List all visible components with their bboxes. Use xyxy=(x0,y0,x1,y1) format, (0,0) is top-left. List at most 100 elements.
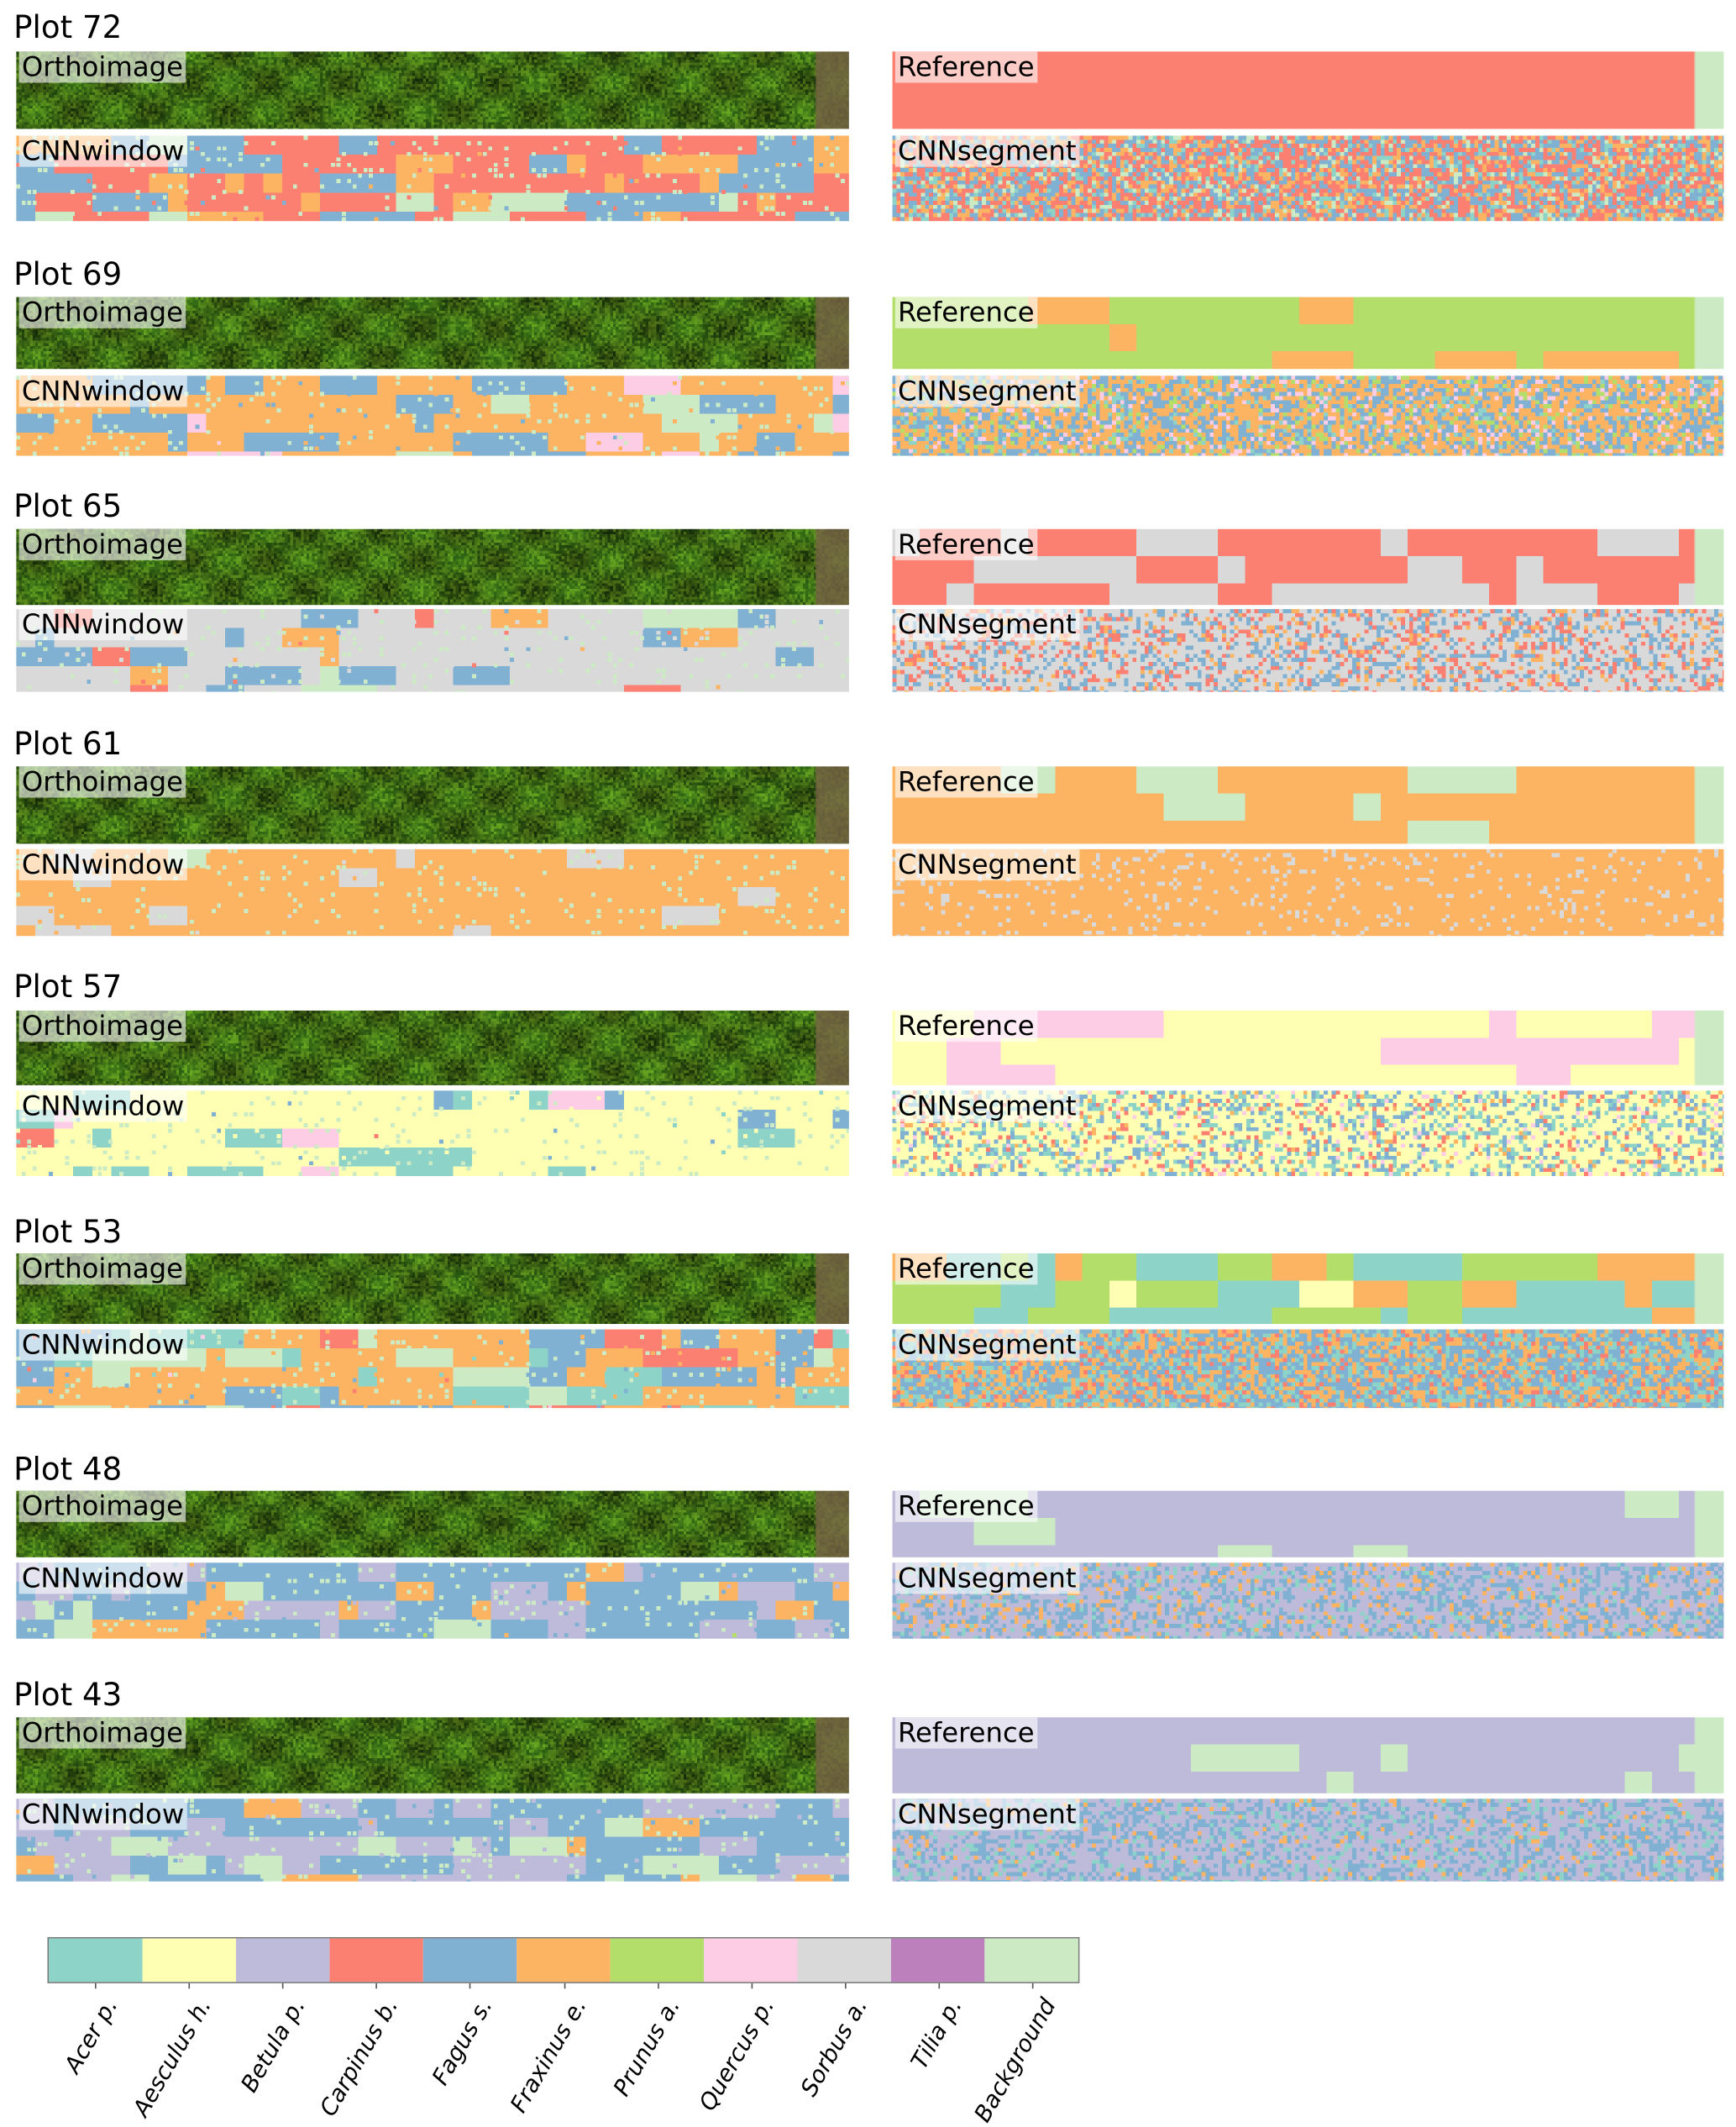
plot-title: Plot 53 xyxy=(13,1215,123,1251)
panel-label: Reference xyxy=(894,51,1037,83)
legend-swatch-acer-p xyxy=(49,1938,143,1983)
legend-label: Tilia p. xyxy=(905,1993,968,2075)
legend-label: Fagus s. xyxy=(427,1993,499,2091)
legend-tick xyxy=(845,1983,847,1989)
panel-label: Orthoimage xyxy=(18,297,186,328)
legend-swatch-quercus-p xyxy=(704,1938,798,1983)
orthoimage-panel: Orthoimage xyxy=(16,1717,849,1794)
cnnwindow-map-panel: CNNwindow xyxy=(16,376,849,456)
panel-label: Orthoimage xyxy=(18,528,186,560)
legend-tick xyxy=(188,1983,190,1989)
reference-map-panel: Reference xyxy=(892,1717,1724,1794)
cnnwindow-map-panel: CNNwindow xyxy=(16,848,849,937)
orthoimage-panel: Orthoimage xyxy=(16,528,849,606)
legend-tick xyxy=(563,1983,565,1989)
reference-map-panel: Reference xyxy=(892,1253,1724,1325)
legend-label: Prunus a. xyxy=(608,1993,687,2102)
legend-swatch-betula-p xyxy=(235,1938,330,1983)
panel-label: Reference xyxy=(894,1011,1037,1042)
orthoimage-panel: Orthoimage xyxy=(16,1011,849,1085)
legend-swatch-fagus-s xyxy=(422,1938,517,1983)
panel-label: CNNsegment xyxy=(894,1329,1079,1361)
reference-map-panel: Reference xyxy=(892,766,1724,844)
legend-colorbar xyxy=(47,1936,1080,1983)
cnnsegment-map-panel: CNNsegment xyxy=(892,376,1724,456)
legend-label: Fraxinus e. xyxy=(505,1993,593,2118)
legend-swatch-sorbus-a xyxy=(797,1938,891,1983)
cnnsegment-map-panel: CNNsegment xyxy=(892,1799,1724,1882)
plot-title: Plot 69 xyxy=(13,257,123,293)
cnnwindow-map-panel: CNNwindow xyxy=(16,1329,849,1409)
legend-swatch-carpinus-b xyxy=(329,1938,423,1983)
panel-label: CNNwindow xyxy=(18,376,187,407)
legend-swatch-background xyxy=(984,1938,1078,1983)
cnnwindow-map-panel: CNNwindow xyxy=(16,609,849,692)
orthoimage-panel: Orthoimage xyxy=(16,1253,849,1325)
plot-title: Plot 65 xyxy=(13,489,123,525)
panel-label: CNNwindow xyxy=(18,848,187,881)
panel-label: Orthoimage xyxy=(18,51,186,83)
legend-label: Aesculus h. xyxy=(128,1993,218,2122)
cnnsegment-map-panel: CNNsegment xyxy=(892,1090,1724,1177)
panel-label: CNNsegment xyxy=(894,848,1079,881)
legend-tick xyxy=(751,1983,753,1989)
panel-label: CNNwindow xyxy=(18,609,187,641)
reference-map-panel: Reference xyxy=(892,528,1724,606)
plot-title: Plot 48 xyxy=(13,1452,123,1489)
panel-label: Orthoimage xyxy=(18,766,186,798)
legend-swatch-fraxinus-e xyxy=(517,1938,611,1983)
reference-map-panel: Reference xyxy=(892,1490,1724,1557)
reference-map-panel: Reference xyxy=(892,51,1724,129)
legend-tick xyxy=(1032,1983,1035,1989)
panel-label: Reference xyxy=(894,766,1037,798)
legend-swatch-prunus-a xyxy=(610,1938,705,1983)
legend-tick xyxy=(938,1983,941,1989)
reference-map-panel: Reference xyxy=(892,297,1724,370)
orthoimage-panel: Orthoimage xyxy=(16,51,849,129)
legend-swatch-tilia-p xyxy=(890,1938,985,1983)
panel-label: CNNsegment xyxy=(894,1562,1079,1594)
panel-label: Reference xyxy=(894,1717,1037,1749)
plot-title: Plot 61 xyxy=(13,727,123,763)
cnnsegment-map-panel: CNNsegment xyxy=(892,1562,1724,1639)
panel-label: CNNwindow xyxy=(18,1562,187,1594)
panel-label: CNNwindow xyxy=(18,1090,187,1122)
cnnwindow-map-panel: CNNwindow xyxy=(16,1799,849,1882)
panel-label: Orthoimage xyxy=(18,1011,186,1042)
legend-tick xyxy=(94,1983,96,1989)
reference-map-panel: Reference xyxy=(892,1011,1724,1085)
legend-label: Sorbus a. xyxy=(796,1993,874,2102)
plot-title: Plot 72 xyxy=(13,10,123,46)
cnnsegment-map-panel: CNNsegment xyxy=(892,135,1724,222)
panel-label: CNNsegment xyxy=(894,376,1079,407)
orthoimage-panel: Orthoimage xyxy=(16,766,849,844)
legend-swatch-aesculus-h xyxy=(142,1938,236,1983)
panel-label: Orthoimage xyxy=(18,1490,186,1522)
panel-label: CNNsegment xyxy=(894,1799,1079,1830)
panel-label: CNNsegment xyxy=(894,135,1079,167)
legend-label: Carpinus b. xyxy=(315,1993,405,2122)
legend-tick xyxy=(281,1983,284,1989)
cnnsegment-map-panel: CNNsegment xyxy=(892,609,1724,692)
panel-label: Orthoimage xyxy=(18,1717,186,1749)
panel-label: Reference xyxy=(894,528,1037,560)
cnnwindow-map-panel: CNNwindow xyxy=(16,135,849,222)
panel-label: Reference xyxy=(894,297,1037,328)
cnnwindow-map-panel: CNNwindow xyxy=(16,1090,849,1177)
legend-label: Quercus p. xyxy=(694,1993,780,2116)
orthoimage-panel: Orthoimage xyxy=(16,1490,849,1557)
plot-title: Plot 57 xyxy=(13,969,123,1006)
legend-label: Background xyxy=(968,1993,1062,2127)
panel-label: CNNwindow xyxy=(18,1329,187,1361)
panel-label: CNNwindow xyxy=(18,135,187,167)
legend-label: Betula p. xyxy=(235,1993,312,2098)
plot-title: Plot 43 xyxy=(13,1678,123,1714)
panel-label: Orthoimage xyxy=(18,1253,186,1285)
legend-tick xyxy=(375,1983,378,1989)
cnnsegment-map-panel: CNNsegment xyxy=(892,848,1724,937)
legend-label: Acer p. xyxy=(59,1993,123,2078)
panel-label: CNNwindow xyxy=(18,1799,187,1830)
cnnsegment-map-panel: CNNsegment xyxy=(892,1329,1724,1409)
panel-label: CNNsegment xyxy=(894,1090,1079,1122)
